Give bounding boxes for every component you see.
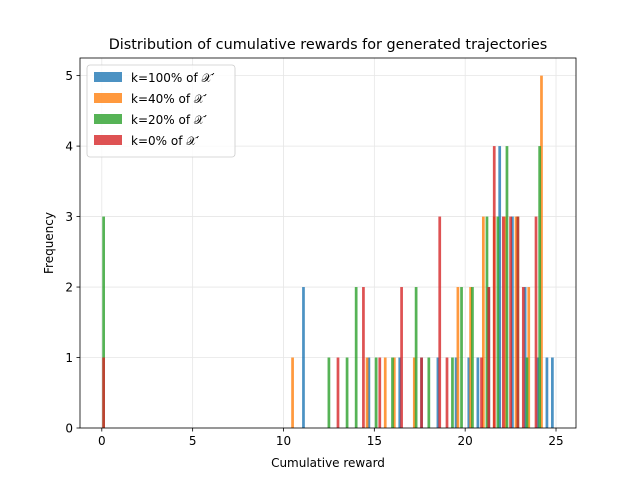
legend-box: [86, 64, 236, 158]
x-tick-label: 10: [276, 434, 291, 448]
y-tick-label: 4: [65, 139, 73, 153]
histogram-bar: [398, 357, 402, 428]
x-axis-label: Cumulative reward: [271, 456, 385, 470]
x-tick-label: 15: [367, 434, 382, 448]
histogram-bar: [365, 357, 369, 428]
histogram-bar: [400, 287, 403, 428]
legend-label: k=20% of 𝒳′: [131, 113, 207, 127]
histogram-bar: [485, 216, 489, 428]
histogram-bar: [420, 357, 423, 428]
histogram-bar: [476, 357, 480, 428]
histogram-bar: [545, 357, 549, 428]
y-tick-label: 0: [65, 421, 73, 435]
y-tick-label: 5: [65, 69, 73, 83]
histogram-bar: [102, 216, 105, 428]
histogram-bar: [327, 357, 331, 428]
x-tick-label: 20: [458, 434, 473, 448]
histogram-bar: [503, 216, 507, 428]
histogram-bar: [525, 357, 529, 428]
legend-label: k=0% of 𝒳′: [131, 134, 200, 148]
histogram-bar: [501, 216, 505, 428]
y-tick-label: 1: [65, 351, 73, 365]
histogram-bar: [538, 146, 542, 428]
legend-label: k=40% of 𝒳′: [131, 92, 207, 106]
legend-swatch: [94, 72, 122, 82]
histogram-bar: [436, 357, 440, 428]
histogram-bar: [551, 357, 554, 428]
histogram-bar: [511, 216, 514, 428]
axes-frame: [79, 57, 577, 429]
histogram-bar: [536, 357, 540, 428]
x-tick-label: 0: [98, 434, 106, 448]
histogram-bar: [481, 216, 485, 428]
histogram-bar: [412, 357, 416, 428]
chart-title: Distribution of cumulative rewards for g…: [109, 37, 548, 53]
histogram-bar: [454, 357, 458, 428]
legend-swatch: [94, 93, 122, 103]
histogram-bar: [302, 287, 305, 428]
histogram-bar: [509, 216, 512, 428]
histogram-bar: [487, 287, 491, 428]
histogram-bar: [496, 216, 500, 428]
histogram-bar: [391, 357, 394, 428]
y-tick-label: 3: [65, 210, 73, 224]
histogram-bar: [498, 146, 502, 428]
x-tick-label: 25: [548, 434, 563, 448]
histogram-bar: [467, 357, 471, 428]
legend-label: k=100% of 𝒳′: [131, 71, 215, 85]
histogram-bar: [354, 287, 358, 428]
histogram-bar: [505, 146, 509, 428]
histogram-bar: [521, 287, 525, 428]
legend-swatch: [94, 114, 122, 124]
histogram-bar: [392, 357, 396, 428]
histogram-bar: [414, 287, 418, 428]
y-axis-label: Frequency: [42, 212, 56, 274]
axes-layer: 0 5 10 15 20 25 0 1 2 3 4 5: [65, 57, 577, 448]
histogram-bar: [492, 146, 496, 428]
histogram-bar: [362, 287, 365, 428]
histogram-bar: [471, 287, 474, 428]
legend: k=100% of 𝒳′ k=40% of 𝒳′ k=20% of 𝒳′ k=0% o…: [86, 64, 236, 158]
histogram-bar: [469, 287, 472, 428]
histogram-bar: [102, 357, 105, 428]
histogram-bar: [540, 75, 543, 428]
x-tick-label: 5: [189, 434, 197, 448]
histogram-bar: [336, 357, 340, 428]
histogram-bar: [516, 216, 520, 428]
histogram-bar: [438, 216, 442, 428]
histogram-bar: [514, 216, 518, 428]
histogram-bar: [427, 357, 431, 428]
histogram-bar: [374, 357, 378, 428]
histogram-bar: [527, 287, 531, 428]
bars-layer: [102, 75, 554, 428]
y-tick-label: 2: [65, 280, 73, 294]
histogram-bar: [451, 357, 454, 428]
histogram-bar: [291, 357, 294, 428]
histogram-bar: [345, 357, 349, 428]
histogram-bar: [534, 216, 538, 428]
histogram-bar: [367, 357, 371, 428]
histogram-bar: [383, 357, 387, 428]
histogram-bar: [480, 357, 483, 428]
histogram-bar: [445, 357, 449, 428]
histogram-bar: [378, 357, 382, 428]
legend-swatch: [94, 135, 122, 145]
histogram-bar: [456, 287, 460, 428]
histogram-bar: [460, 287, 463, 428]
histogram-bar: [523, 287, 527, 428]
